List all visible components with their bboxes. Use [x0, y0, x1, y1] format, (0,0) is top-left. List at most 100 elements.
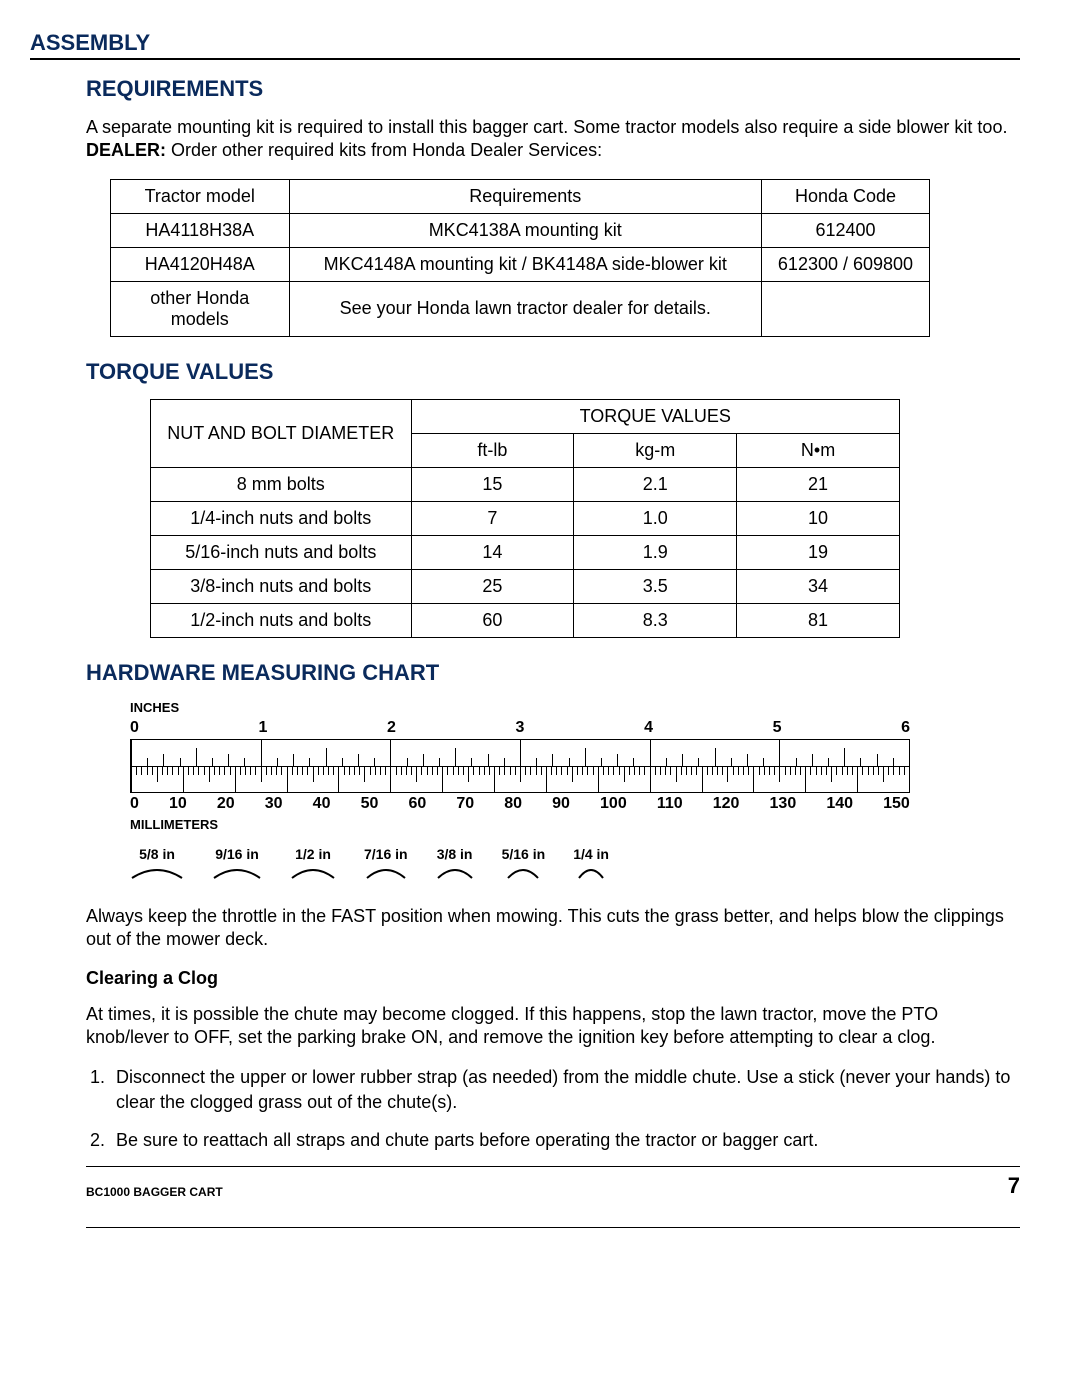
req-cell: 612300 / 609800 — [762, 247, 930, 281]
req-cell: MKC4148A mounting kit / BK4148A side-blo… — [289, 247, 762, 281]
torque-cell: 8 mm bolts — [151, 467, 412, 501]
clearing-clog-para: At times, it is possible the chute may b… — [86, 1003, 1020, 1050]
bolt-gauge: 7/16 in — [364, 846, 408, 883]
requirements-intro-text-1: A separate mounting kit is required to i… — [86, 117, 1007, 137]
torque-cell: 81 — [737, 603, 900, 637]
torque-cell: 34 — [737, 569, 900, 603]
ruler-mm-label: 70 — [456, 795, 474, 813]
ruler-inch-label: 0 — [130, 719, 139, 737]
torque-unit: ft-lb — [411, 433, 574, 467]
clog-steps-list: Disconnect the upper or lower rubber str… — [86, 1065, 1020, 1152]
ruler-inch-label: 5 — [773, 719, 782, 737]
requirements-intro: A separate mounting kit is required to i… — [86, 116, 1020, 163]
torque-cell: 2.1 — [574, 467, 737, 501]
torque-cell: 3.5 — [574, 569, 737, 603]
requirements-table: Tractor model Requirements Honda Code HA… — [110, 179, 930, 337]
req-cell: HA4120H48A — [111, 247, 290, 281]
bolt-gauge: 5/16 in — [502, 846, 546, 883]
ruler-inch-label: 3 — [516, 719, 525, 737]
torque-cell: 1.9 — [574, 535, 737, 569]
bolt-gauge-label: 5/8 in — [130, 846, 184, 862]
bolt-gauge-label: 1/4 in — [573, 846, 609, 862]
fast-position-para: Always keep the throttle in the FAST pos… — [86, 905, 1020, 952]
page-footer: BC1000 BAGGER CART 7 — [86, 1166, 1020, 1199]
ruler-mm-label: 30 — [265, 795, 283, 813]
ruler-mm-label: 10 — [169, 795, 187, 813]
torque-cell: 14 — [411, 535, 574, 569]
arc-icon — [130, 866, 184, 880]
torque-title: TORQUE VALUES — [86, 359, 1020, 385]
ruler-mm-label: 60 — [408, 795, 426, 813]
req-cell: other Honda models — [111, 281, 290, 336]
ruler-mm-label: 120 — [713, 795, 740, 813]
req-header-code: Honda Code — [762, 179, 930, 213]
torque-cell: 5/16-inch nuts and bolts — [151, 535, 412, 569]
torque-cell: 7 — [411, 501, 574, 535]
torque-table: NUT AND BOLT DIAMETER TORQUE VALUES ft-l… — [150, 399, 900, 638]
arc-icon — [365, 866, 407, 880]
table-row: 1/4-inch nuts and bolts 7 1.0 10 — [151, 501, 900, 535]
req-header-requirements: Requirements — [289, 179, 762, 213]
req-cell: HA4118H38A — [111, 213, 290, 247]
clearing-clog-title: Clearing a Clog — [86, 968, 1020, 989]
bolt-gauge-label: 1/2 in — [290, 846, 336, 862]
torque-cell: 8.3 — [574, 603, 737, 637]
req-cell: See your Honda lawn tractor dealer for d… — [289, 281, 762, 336]
torque-cell: 3/8-inch nuts and bolts — [151, 569, 412, 603]
assembly-title: ASSEMBLY — [30, 30, 1020, 60]
requirements-title: REQUIREMENTS — [86, 76, 1020, 102]
torque-cell: 1/4-inch nuts and bolts — [151, 501, 412, 535]
bolt-gauge-row: 5/8 in9/16 in1/2 in7/16 in3/8 in5/16 in1… — [130, 846, 1020, 883]
ruler-mm-label: 50 — [361, 795, 379, 813]
ruler-mm-label: 40 — [313, 795, 331, 813]
bolt-gauge-label: 3/8 in — [436, 846, 474, 862]
torque-cell: 15 — [411, 467, 574, 501]
req-header-model: Tractor model — [111, 179, 290, 213]
ruler-mm-label: 0 — [130, 795, 139, 813]
ruler-inch-numbers: 0123456 — [130, 719, 910, 737]
table-row: 1/2-inch nuts and bolts 60 8.3 81 — [151, 603, 900, 637]
req-cell: MKC4138A mounting kit — [289, 213, 762, 247]
table-row: HA4118H38A MKC4138A mounting kit 612400 — [111, 213, 930, 247]
table-row: 3/8-inch nuts and bolts 25 3.5 34 — [151, 569, 900, 603]
ruler-mm-label: 110 — [657, 795, 683, 813]
bolt-gauge: 1/4 in — [573, 846, 609, 883]
torque-unit: N•m — [737, 433, 900, 467]
ruler-mm-label: 80 — [504, 795, 522, 813]
table-row: 8 mm bolts 15 2.1 21 — [151, 467, 900, 501]
ruler-inch-label: 6 — [901, 719, 910, 737]
table-row: HA4120H48A MKC4148A mounting kit / BK414… — [111, 247, 930, 281]
ruler-label-mm: MILLIMETERS — [130, 817, 910, 832]
req-cell — [762, 281, 930, 336]
ruler-mm-label: 90 — [552, 795, 570, 813]
arc-icon — [436, 866, 474, 880]
req-cell: 612400 — [762, 213, 930, 247]
bolt-gauge: 5/8 in — [130, 846, 184, 883]
ruler-inch-label: 4 — [644, 719, 653, 737]
torque-cell: 21 — [737, 467, 900, 501]
arc-icon — [577, 866, 605, 880]
ruler-inch-label: 1 — [259, 719, 268, 737]
requirements-intro-text-2: Order other required kits from Honda Dea… — [166, 140, 602, 160]
ruler-mm-label: 100 — [600, 795, 627, 813]
dealer-label: DEALER: — [86, 140, 166, 160]
list-item: Be sure to reattach all straps and chute… — [110, 1128, 1020, 1152]
arc-icon — [290, 866, 336, 880]
hardware-chart-title: HARDWARE MEASURING CHART — [86, 660, 1020, 686]
footer-product: BC1000 BAGGER CART — [86, 1185, 223, 1199]
torque-cell: 1/2-inch nuts and bolts — [151, 603, 412, 637]
footer-page-number: 7 — [1008, 1173, 1020, 1199]
arc-icon — [212, 866, 262, 880]
torque-cell: 10 — [737, 501, 900, 535]
bolt-gauge: 1/2 in — [290, 846, 336, 883]
ruler-bottom-ticks — [131, 766, 909, 792]
torque-cell: 25 — [411, 569, 574, 603]
torque-cell: 19 — [737, 535, 900, 569]
ruler-mm-label: 150 — [883, 795, 910, 813]
torque-cell: 60 — [411, 603, 574, 637]
ruler: INCHES 0123456 0102030405060708090100110… — [130, 700, 910, 832]
list-item: Disconnect the upper or lower rubber str… — [110, 1065, 1020, 1114]
ruler-mm-label: 140 — [826, 795, 853, 813]
table-row: other Honda models See your Honda lawn t… — [111, 281, 930, 336]
ruler-mm-numbers: 0102030405060708090100110120130140150 — [130, 795, 910, 813]
